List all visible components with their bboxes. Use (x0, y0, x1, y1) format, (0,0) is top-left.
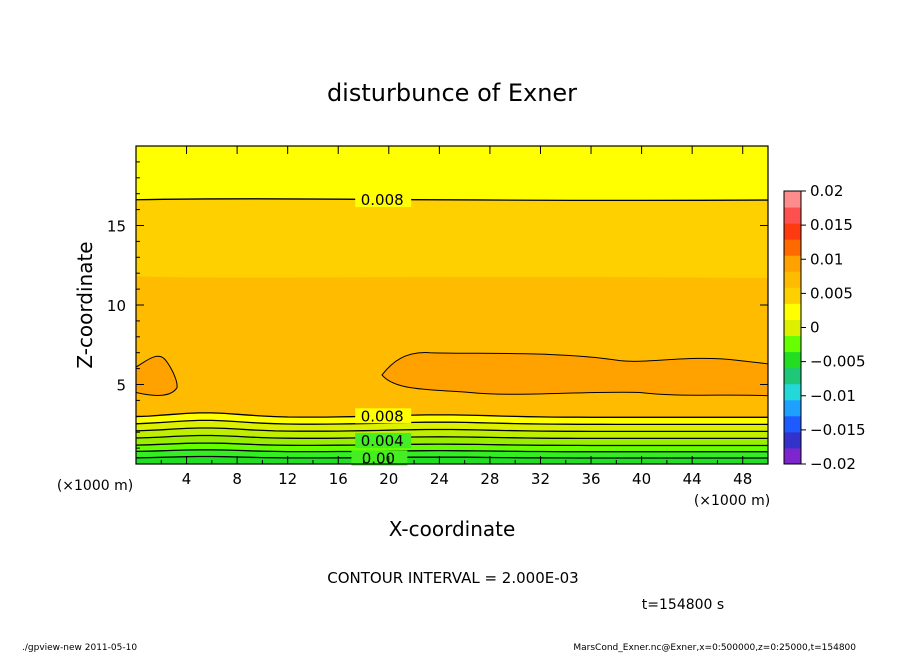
colorbar-swatch (784, 351, 801, 369)
colorbar-swatch (784, 271, 801, 288)
contour-lines (136, 198, 768, 459)
footer-left: ./gpview-new 2011-05-10 (22, 643, 137, 653)
colorbar-label: −0.005 (810, 353, 866, 371)
contour-label-bg (355, 432, 412, 448)
colorbar: 0.02 0.015 0.01 0.005 0 −0.005 −0.01 −0.015 −0.0… (784, 182, 866, 473)
footer-right: MarsCond_Exner.nc@Exner,x=0:500000,z=0:2… (573, 643, 856, 653)
colorbar-label: 0.015 (810, 216, 853, 234)
contour-line (136, 442, 768, 447)
y-tick-label: 15 (107, 218, 126, 236)
colorbar-label: 0.01 (810, 250, 843, 268)
time-text: t=154800 s (642, 597, 724, 613)
colorbar-swatch (784, 191, 801, 208)
colorbar-frame (783, 190, 802, 465)
contour-line (136, 419, 768, 426)
y-axis-label: Z-coordinate (73, 241, 97, 368)
contour-label: 0.008 (361, 407, 404, 425)
colorbar-label: −0.015 (810, 421, 866, 439)
x-tick-label: 36 (581, 470, 600, 488)
colorbar-label: 0 (810, 319, 820, 337)
contour-label-bg (355, 192, 412, 208)
colorbar-swatch (784, 287, 801, 304)
contour-line (136, 455, 768, 459)
colorbar-swatch (784, 255, 801, 272)
x-tick-label: 44 (683, 470, 702, 488)
contour-label: 0.004 (361, 432, 404, 450)
peak-region-left (136, 355, 178, 396)
x-tick-label: 20 (379, 470, 398, 488)
y-tick-label: 10 (107, 297, 126, 315)
x-tick-label: 32 (531, 470, 550, 488)
contour-line (136, 434, 768, 440)
colorbar-swatch (784, 447, 801, 465)
colorbar-label: 0.02 (810, 182, 843, 200)
chart-title: disturbunce of Exner (327, 79, 577, 107)
x-tick-label: 24 (430, 470, 449, 488)
contour-line (136, 427, 768, 433)
x-tick-label: 28 (480, 470, 499, 488)
contour-line (136, 449, 768, 453)
colorbar-swatch (784, 207, 801, 224)
colorbar-swatch (784, 239, 801, 256)
colorbar-swatch (784, 399, 801, 417)
plot-area (136, 146, 768, 464)
x-left-unit: (×1000 m) (57, 478, 133, 494)
colorbar-swatch (784, 319, 801, 337)
x-axis-label: X-coordinate (389, 517, 516, 541)
x-axis: 4 8 12 16 20 24 28 32 36 40 44 48 (160, 146, 752, 488)
x-tick-label: 8 (232, 470, 242, 488)
contour-label: 0.008 (361, 191, 404, 209)
x-right-unit: (×1000 m) (694, 493, 770, 509)
contour-label-bg (355, 408, 412, 424)
x-tick-label: 48 (733, 470, 752, 488)
x-tick-label: 16 (329, 470, 348, 488)
colorbar-swatch (784, 223, 801, 240)
contour-line (136, 412, 768, 418)
colorbar-swatch (784, 335, 801, 353)
colorbar-label: 0.005 (810, 284, 853, 302)
x-tick-label: 12 (278, 470, 297, 488)
colorbar-label: −0.02 (810, 455, 856, 473)
contour-label: 0.00 (362, 449, 395, 467)
y-axis: 5 10 15 (107, 161, 768, 449)
contour-label-bg (351, 450, 408, 466)
colorbar-swatch (784, 431, 801, 449)
x-tick-label: 4 (182, 470, 192, 488)
x-tick-label: 40 (632, 470, 651, 488)
colorbar-swatch (784, 415, 801, 433)
y-tick-label: 5 (116, 377, 126, 395)
colorbar-label: −0.01 (810, 387, 856, 405)
colorbar-swatch (784, 367, 801, 385)
colorbar-swatch (784, 383, 801, 401)
colorbar-swatch (784, 303, 801, 320)
contour-interval-text: CONTOUR INTERVAL = 2.000E-03 (327, 569, 578, 587)
peak-region-right (381, 352, 768, 397)
